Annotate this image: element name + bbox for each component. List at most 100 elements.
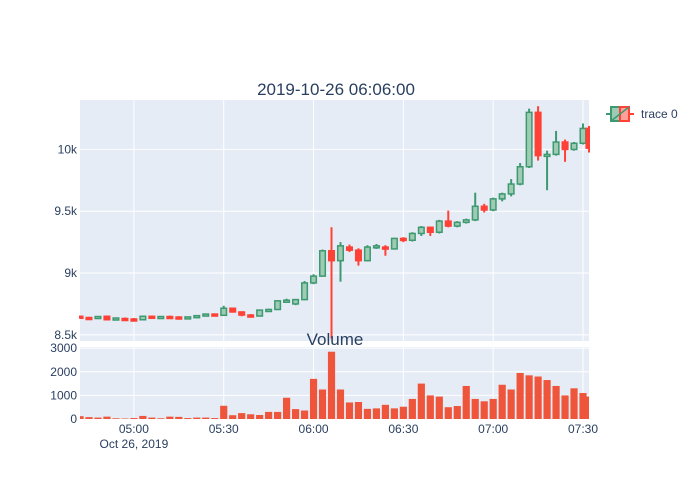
volume-bar <box>372 408 381 419</box>
candle-body <box>444 220 452 227</box>
volume-bar <box>525 375 533 419</box>
volume-bar <box>229 415 237 419</box>
candle-body <box>336 245 345 262</box>
candle-increasing <box>525 108 533 168</box>
candle-decreasing <box>381 245 389 256</box>
candle-increasing <box>310 274 318 285</box>
candle-decreasing <box>345 244 354 253</box>
candle-body <box>112 317 120 321</box>
candle-body <box>121 317 129 322</box>
legend[interactable]: trace 0 <box>606 106 678 122</box>
volume-bar <box>543 380 551 419</box>
candle-body <box>516 165 524 185</box>
volume-bar <box>579 393 587 419</box>
candle-increasing <box>408 232 416 242</box>
candle-body <box>561 141 569 151</box>
candle-body <box>408 232 416 242</box>
candle-increasing <box>112 317 120 321</box>
volume-bar <box>408 398 416 419</box>
candle-decreasing <box>229 307 237 313</box>
candle-decreasing <box>121 317 129 322</box>
candle-increasing <box>570 142 578 151</box>
volume-bar <box>354 402 363 419</box>
candle-increasing <box>462 218 470 224</box>
candle-body <box>543 153 551 158</box>
candle-body <box>579 127 587 145</box>
volume-bar <box>435 396 443 419</box>
candle-increasing <box>265 308 273 313</box>
volume-bar <box>345 402 354 419</box>
volume-bar <box>193 417 201 419</box>
volume-bar <box>220 405 228 419</box>
candle-body <box>202 313 210 317</box>
volume-bar <box>175 416 183 419</box>
candle-increasing <box>220 305 228 317</box>
candle-body <box>148 315 156 320</box>
candle-body <box>292 298 300 305</box>
candle-body <box>184 316 192 320</box>
candle-increasing <box>498 192 506 202</box>
volume-bar <box>471 398 479 419</box>
volume-bar <box>462 385 470 419</box>
candle-body <box>79 315 84 320</box>
candle-increasing <box>301 281 309 301</box>
candle-body <box>247 314 255 318</box>
candle-body <box>498 193 506 200</box>
candle-body <box>193 314 201 319</box>
volume-bar <box>247 414 255 419</box>
volume-bar <box>300 410 309 419</box>
x-tick-label: 05:30 <box>209 422 239 436</box>
volume-bar <box>363 408 372 419</box>
legend-swatch-icon <box>606 106 634 122</box>
price-y-tick-label: 9.5k <box>54 204 78 218</box>
volume-bar <box>318 389 327 419</box>
candle-body <box>354 249 362 262</box>
candle-body <box>399 237 407 242</box>
candle-decreasing <box>238 311 246 317</box>
volume-bar <box>94 417 102 419</box>
price-y-tick-label: 10k <box>58 142 78 156</box>
candle-body <box>175 316 183 320</box>
volume-y-tick-label: 2000 <box>50 365 77 379</box>
candle-increasing <box>274 300 282 311</box>
volume-bar <box>498 384 506 419</box>
volume-bar <box>130 418 138 419</box>
candle-body <box>220 307 228 317</box>
candle-increasing <box>471 192 479 222</box>
volume-bar <box>211 418 219 419</box>
volume-bar <box>585 396 589 419</box>
candle-body <box>585 127 590 149</box>
candle-body <box>85 316 93 321</box>
candle-body <box>211 313 219 317</box>
candle-body <box>345 246 354 251</box>
volume-bar <box>399 406 407 419</box>
chart-title: 2019-10-26 06:06:00 <box>257 80 415 99</box>
volume-bar <box>426 395 434 419</box>
volume-bar <box>327 351 336 419</box>
volume-bar <box>265 411 273 419</box>
candle-increasing <box>507 179 515 197</box>
candle-body <box>238 311 246 316</box>
volume-bar <box>417 383 425 419</box>
candle-decreasing <box>480 203 488 213</box>
candle-body <box>462 219 470 224</box>
volume-bar <box>444 407 452 419</box>
x-tick-label: 07:00 <box>478 422 508 436</box>
volume-bar <box>148 417 156 419</box>
candle-increasing <box>552 130 560 156</box>
candle-body <box>435 220 443 233</box>
candle-body <box>534 111 542 157</box>
candle-decreasing <box>399 237 407 243</box>
candle-increasing <box>372 243 380 249</box>
volume-bar <box>480 401 488 419</box>
candle-increasing <box>202 313 210 317</box>
candle-body <box>274 300 282 311</box>
volume-y-tick-label: 0 <box>70 412 77 426</box>
candle-body <box>390 237 398 250</box>
volume-bar <box>507 389 515 419</box>
candle-increasing <box>283 298 291 303</box>
candle-decreasing <box>561 139 569 162</box>
candle-decreasing <box>175 316 183 320</box>
candle-body <box>256 309 264 317</box>
